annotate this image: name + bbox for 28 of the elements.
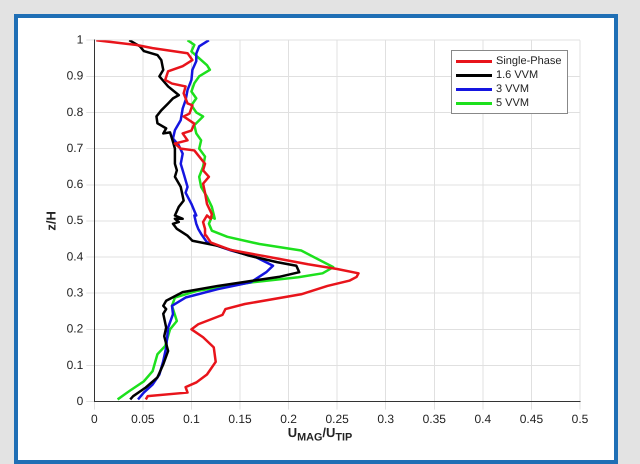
x-tick-label: 0.45	[520, 412, 544, 426]
y-tick-label: 0.1	[66, 358, 84, 372]
x-tick-label: 0.25	[325, 412, 350, 426]
x-tick-label: 0.35	[422, 412, 446, 426]
x-tick-label: 0	[90, 412, 98, 426]
y-tick-label: 0.9	[66, 68, 84, 83]
y-tick-label: 0.5	[66, 213, 84, 228]
x-tick-label: 0.3	[377, 412, 394, 426]
y-tick-label: 0.6	[66, 177, 84, 192]
y-tick-label: 0	[76, 394, 84, 408]
x-tick-label: 0.05	[131, 412, 155, 426]
x-tick-label: 0.4	[474, 412, 492, 426]
y-tick-label: 0.7	[66, 140, 84, 155]
y-tick-label: 0.3	[66, 285, 84, 300]
y-tick-label: 0.8	[66, 104, 84, 119]
x-tick-label: 0.5	[572, 412, 589, 426]
y-axis-title: z/H	[43, 211, 58, 231]
x-tick-label: 0.15	[228, 412, 252, 426]
legend-label: Single-Phase	[496, 55, 562, 68]
y-tick-label: 1	[76, 32, 84, 47]
x-tick-label: 0.1	[183, 412, 200, 426]
legend-label: 1.6 VVM	[496, 69, 538, 82]
legend-label: 3 VVM	[496, 83, 530, 96]
legend-label: 5 VVM	[496, 97, 530, 110]
x-tick-label: 0.2	[280, 412, 298, 426]
x-axis-title: U$_{MAG}$/U$_{TIP}$	[286, 425, 354, 444]
y-tick-label: 0.4	[66, 249, 84, 264]
y-tick-label: 0.2	[66, 322, 84, 336]
